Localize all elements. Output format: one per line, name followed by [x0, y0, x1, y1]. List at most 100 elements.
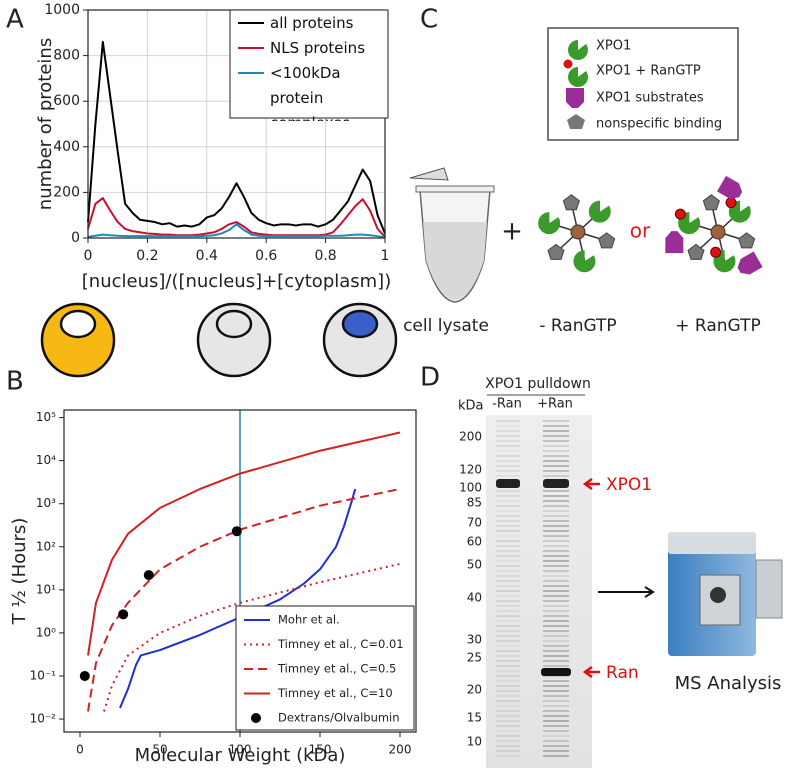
marker-label: 200: [459, 430, 482, 444]
faint-band: [496, 465, 520, 467]
faint-band: [496, 655, 520, 657]
nucleus: [215, 309, 253, 339]
y-tick-label: 10⁴: [36, 453, 56, 467]
xpo1-ran-icon: [568, 67, 589, 88]
faint-band: [543, 715, 569, 717]
faint-band: [543, 440, 569, 442]
marker-label: 60: [467, 535, 482, 549]
faint-band: [543, 615, 569, 617]
faint-band: [496, 640, 520, 642]
faint-band: [543, 680, 569, 682]
marker-label: 15: [467, 711, 482, 725]
faint-band: [496, 435, 520, 437]
faint-band: [543, 640, 569, 642]
faint-band: [496, 745, 520, 747]
x-tick-label: 50: [152, 743, 167, 757]
faint-band: [496, 635, 520, 637]
faint-band: [496, 565, 520, 567]
data-point: [79, 670, 90, 681]
rangtp-icon: [725, 197, 737, 209]
faint-band: [543, 700, 569, 702]
faint-band: [496, 545, 520, 547]
faint-band: [496, 740, 520, 742]
faint-band: [496, 650, 520, 652]
faint-band: [496, 560, 520, 562]
marker-label: 30: [467, 633, 482, 647]
faint-band: [543, 580, 569, 582]
marker-label: 40: [467, 591, 482, 605]
bead: [570, 224, 586, 240]
faint-band: [496, 510, 520, 512]
faint-band: [496, 735, 520, 737]
band-label: XPO1: [606, 475, 652, 495]
condition-label: cell lysate: [403, 316, 489, 336]
faint-band: [496, 575, 520, 577]
faint-band: [496, 570, 520, 572]
faint-band: [543, 435, 569, 437]
faint-band: [496, 460, 520, 462]
faint-band: [496, 495, 520, 497]
ms-instrument: [668, 532, 783, 656]
xpo1-icon: [573, 250, 596, 273]
faint-band: [543, 450, 569, 452]
faint-band: [543, 575, 569, 577]
faint-band: [496, 515, 520, 517]
faint-band: [496, 695, 520, 697]
faint-band: [543, 510, 569, 512]
faint-band: [543, 500, 569, 502]
tube-cap: [409, 167, 449, 181]
faint-band: [543, 525, 569, 527]
complex-plus: [665, 175, 763, 275]
faint-band: [496, 505, 520, 507]
faint-band: [543, 695, 569, 697]
faint-band: [496, 550, 520, 552]
faint-band: [543, 445, 569, 447]
ms-source: [710, 587, 726, 603]
nonspecific-icon: [738, 232, 756, 249]
faint-band: [543, 625, 569, 627]
faint-band: [543, 545, 569, 547]
faint-band: [543, 565, 569, 567]
legend-label: Timney et al., C=0.01: [277, 637, 404, 651]
faint-band: [543, 635, 569, 637]
tube-rim: [415, 185, 495, 193]
faint-band: [496, 680, 520, 682]
plus-sign: +: [501, 217, 523, 247]
chart: 10⁻² 10⁻¹ 10⁰ 10¹ 10² 10³ 10⁴ 10⁵ 0 50 100 150 200 T …: [9, 409, 417, 766]
xpo1-icon: [568, 40, 588, 60]
xpo1-band: [543, 479, 569, 488]
band-label: Ran: [606, 663, 639, 683]
y-tick-label: 10⁻²: [30, 712, 57, 726]
y-tick-label: 200: [53, 184, 80, 200]
faint-band: [543, 605, 569, 607]
nucleus: [341, 309, 379, 339]
legend-label: Timney et al., C=0.5: [277, 662, 396, 676]
panel-label: B: [6, 367, 24, 397]
faint-band: [543, 660, 569, 662]
x-tick-label: 0.8: [314, 248, 336, 264]
y-tick-label: 10²: [36, 539, 56, 553]
marker-label: 120: [459, 463, 482, 477]
faint-band: [496, 690, 520, 692]
y-tick-label: 600: [53, 93, 80, 109]
faint-band: [496, 520, 520, 522]
faint-band: [496, 615, 520, 617]
tube: [409, 167, 495, 303]
faint-band: [543, 585, 569, 587]
legend-label: XPO1 + RanGTP: [596, 64, 701, 79]
faint-band: [496, 755, 520, 757]
legend-entry: <100kDa protein complexes: [270, 64, 350, 121]
faint-band: [543, 505, 569, 507]
y-tick-label: 1000: [44, 2, 80, 18]
ms-top: [668, 532, 756, 554]
faint-band: [496, 580, 520, 582]
x-tick-label: 150: [309, 743, 332, 757]
rangtp-icon: [710, 246, 722, 258]
faint-band: [543, 735, 569, 737]
nonspecific-icon: [567, 114, 585, 129]
faint-band: [496, 590, 520, 592]
y-tick-label: 10³: [36, 496, 56, 510]
faint-band: [496, 425, 520, 427]
faint-band: [496, 730, 520, 732]
gel-title: XPO1 pulldown: [485, 376, 591, 392]
